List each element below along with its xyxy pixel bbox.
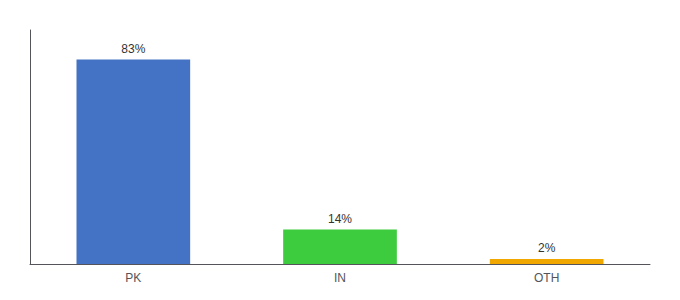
svg-text:14%: 14%: [328, 212, 352, 226]
svg-text:83%: 83%: [121, 42, 145, 56]
svg-text:2%: 2%: [538, 241, 556, 255]
svg-text:PK: PK: [125, 271, 141, 285]
svg-text:IN: IN: [334, 271, 346, 285]
svg-text:OTH: OTH: [534, 271, 559, 285]
